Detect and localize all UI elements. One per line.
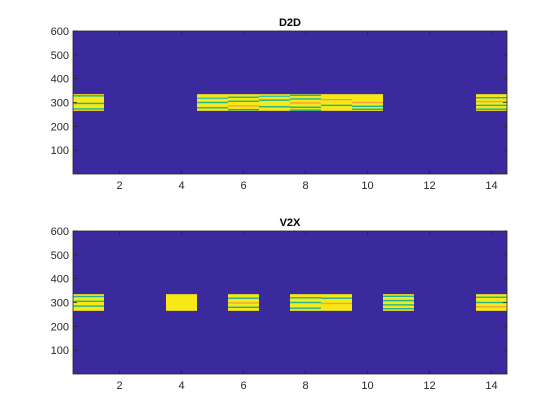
heatmap-stripe [476, 301, 507, 304]
y-tick-label: 600 [51, 26, 69, 38]
y-tick-label: 200 [51, 321, 69, 333]
heatmap-stripe [290, 301, 321, 304]
heatmap-block-x9 [321, 294, 352, 311]
x-tick-label: 6 [240, 180, 246, 192]
heatmap-stripe [73, 95, 104, 97]
heatmap-stripe [228, 100, 259, 103]
heatmap-stripe [290, 297, 321, 299]
heatmap-block-x6 [228, 94, 259, 111]
heatmap-stripe [476, 296, 507, 298]
heatmap-stripe [290, 106, 321, 108]
y-tick-label: 100 [51, 345, 69, 357]
x-tick-label: 14 [485, 380, 497, 392]
heatmap-stripe [197, 107, 228, 109]
heatmap-block-x4 [166, 294, 197, 311]
heatmap-block-x9 [321, 94, 352, 111]
heatmap-stripe [228, 108, 259, 111]
heatmap-stripe [290, 102, 321, 104]
heatmap-stripe [476, 104, 507, 107]
x-tick-label: 2 [116, 180, 122, 192]
y-tick-label: 500 [51, 50, 69, 62]
heatmap-stripe [259, 95, 290, 98]
heatmap-stripe [476, 100, 507, 103]
x-tick-label: 12 [423, 180, 435, 192]
heatmap-stripe [290, 94, 321, 97]
y-tick-label: 300 [51, 298, 69, 310]
chart-title-d2d: D2D [279, 17, 301, 29]
heatmap-stripe [321, 98, 352, 101]
heatmap-stripe [228, 297, 259, 299]
heatmap-stripe [352, 105, 383, 108]
heatmap-stripe [476, 97, 507, 99]
heatmap-stripe [228, 302, 259, 304]
chart-title-v2x: V2X [280, 217, 301, 229]
x-tick-label: 10 [361, 380, 373, 392]
heatmap-stripe [228, 306, 259, 308]
heatmap-stripe [73, 305, 104, 307]
x-tick-label: 4 [178, 180, 184, 192]
heatmap-stripe [383, 307, 414, 310]
axes-v2x: V2X 2 4 6 8 10 12 14 100 200 300 400 500 600 [51, 217, 508, 392]
y-tick-label: 500 [51, 250, 69, 262]
y-tick-label: 200 [51, 121, 69, 133]
heatmap-block-x1 [73, 94, 104, 111]
x-tick-label: 8 [302, 380, 308, 392]
heatmap-stripe [383, 295, 414, 298]
heatmap-stripe [290, 109, 321, 111]
heatmap-stripe [73, 300, 104, 303]
heatmap-block-x14 [476, 94, 507, 111]
heatmap-stripe [290, 307, 321, 309]
heatmap-stripe [73, 108, 104, 110]
y-tick-label: 400 [51, 274, 69, 286]
heatmap-stripe [476, 108, 507, 110]
heatmap-stripe [321, 104, 352, 107]
x-tick-label: 6 [240, 380, 246, 392]
heatmap-stripe [383, 304, 414, 306]
heatmap-stripe [197, 97, 228, 99]
x-tick-label: 2 [116, 380, 122, 392]
x-tick-label: 10 [361, 180, 373, 192]
heatmap-stripe [290, 98, 321, 100]
heatmap-stripe [73, 295, 104, 298]
axes-d2d: D2D 2 4 6 8 10 12 14 100 200 300 400 500 600 [51, 17, 508, 192]
heatmap-stripe [383, 299, 414, 302]
y-tick-label: 300 [51, 98, 69, 110]
heatmap-stripe [352, 108, 383, 110]
heatmap-stripe [73, 102, 104, 105]
y-tick-label: 100 [51, 145, 69, 157]
x-tick-label: 8 [302, 180, 308, 192]
y-tick-label: 600 [51, 226, 69, 238]
heatmap-stripe [321, 302, 352, 305]
heatmap-stripe [259, 99, 290, 101]
y-tick-label: 400 [51, 74, 69, 86]
x-tick-label: 12 [423, 380, 435, 392]
heatmap-stripe [228, 105, 259, 107]
heatmap-stripe [321, 297, 352, 299]
heatmap-stripe [197, 101, 228, 104]
heatmap-block-x11 [383, 294, 414, 311]
x-tick-label: 14 [485, 180, 497, 192]
heatmap-stripe [352, 101, 383, 104]
heatmap-stripe [228, 96, 259, 98]
x-tick-label: 4 [178, 380, 184, 392]
heatmap-stripe [259, 106, 290, 108]
heatmap-stripe [476, 306, 507, 308]
